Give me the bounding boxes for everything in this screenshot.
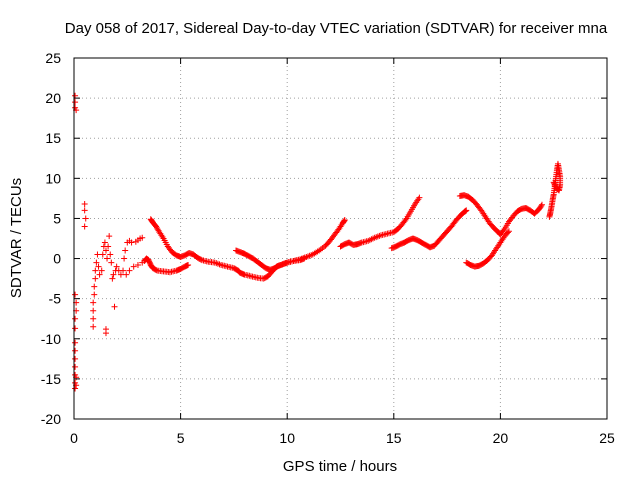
data-point — [92, 267, 99, 274]
data-point — [98, 267, 105, 274]
data-point — [341, 217, 348, 224]
y-tick-label: 25 — [45, 50, 61, 66]
y-tick-labels: -20 -15 -10 -5 0 5 10 15 20 25 — [41, 50, 61, 427]
data-point — [341, 217, 348, 224]
data-point — [185, 261, 192, 268]
data-point — [93, 259, 100, 266]
data-point — [402, 216, 409, 223]
chart-title: Day 058 of 2017, Sidereal Day-to-day VTE… — [65, 20, 608, 37]
y-tick-label: 10 — [45, 170, 61, 186]
data-point — [101, 239, 108, 246]
x-tick-labels: 0 5 10 15 20 25 — [70, 430, 615, 446]
data-point — [500, 227, 507, 234]
data-points — [72, 92, 564, 392]
data-point — [72, 385, 79, 392]
data-point — [551, 180, 558, 187]
data-point — [82, 215, 89, 222]
axis-ticks — [73, 57, 608, 420]
data-point — [126, 267, 133, 274]
data-point — [122, 247, 129, 254]
data-point — [463, 207, 470, 214]
data-point — [92, 275, 99, 282]
y-tick-label: 5 — [53, 210, 61, 226]
data-point — [90, 307, 97, 314]
data-point — [552, 183, 559, 190]
data-point — [477, 206, 484, 213]
data-point — [121, 255, 128, 262]
data-point — [90, 299, 97, 306]
data-point — [72, 325, 79, 332]
data-point — [96, 271, 103, 278]
data-point — [72, 363, 79, 370]
data-point — [109, 275, 116, 282]
data-point — [197, 256, 204, 263]
data-point — [111, 303, 118, 310]
data-point — [104, 255, 111, 262]
data-point — [128, 239, 135, 246]
data-point — [504, 229, 511, 236]
data-point — [91, 283, 98, 290]
data-point — [153, 266, 160, 273]
data-point — [72, 291, 79, 298]
y-tick-label: -20 — [41, 411, 61, 427]
data-point — [551, 182, 558, 189]
data-point — [538, 201, 545, 208]
data-point — [130, 263, 137, 270]
data-point — [552, 184, 559, 191]
data-point — [72, 339, 79, 346]
data-point — [94, 251, 101, 258]
data-point — [81, 207, 88, 214]
data-point — [110, 271, 117, 278]
data-point — [81, 223, 88, 230]
x-tick-label: 20 — [493, 430, 509, 446]
data-point — [91, 291, 98, 298]
data-point — [99, 251, 106, 258]
x-tick-label: 25 — [599, 430, 615, 446]
data-point — [117, 271, 124, 278]
x-tick-label: 10 — [279, 430, 295, 446]
data-point — [72, 355, 79, 362]
data-point — [334, 228, 341, 235]
data-point — [416, 194, 423, 201]
data-point — [155, 227, 162, 234]
data-point — [72, 99, 79, 106]
x-tick-label: 15 — [386, 430, 402, 446]
data-point — [81, 201, 88, 208]
data-point — [90, 323, 97, 330]
data-point — [102, 247, 109, 254]
grid-lines — [74, 58, 607, 419]
y-tick-label: -15 — [41, 371, 61, 387]
x-axis-label: GPS time / hours — [283, 458, 397, 475]
data-point — [120, 267, 127, 274]
data-point — [113, 263, 120, 270]
x-tick-label: 0 — [70, 430, 78, 446]
y-tick-label: -10 — [41, 331, 61, 347]
y-tick-label: 0 — [53, 251, 61, 267]
data-point — [72, 315, 79, 322]
data-point — [550, 179, 557, 186]
plot-frame — [73, 57, 608, 420]
data-point — [102, 330, 109, 337]
data-point — [105, 243, 112, 250]
data-point — [106, 233, 113, 240]
data-point — [538, 203, 545, 210]
data-point — [134, 261, 141, 268]
data-point — [108, 259, 115, 266]
data-point — [505, 228, 512, 235]
y-tick-label: -5 — [49, 291, 62, 307]
x-tick-label: 5 — [177, 430, 185, 446]
data-point — [95, 263, 102, 270]
data-point — [90, 315, 97, 322]
data-point — [139, 234, 146, 241]
y-axis-label: SDTVAR / TECUs — [8, 178, 25, 298]
data-point — [107, 251, 114, 258]
y-tick-label: 15 — [45, 130, 61, 146]
y-tick-label: 20 — [45, 90, 61, 106]
data-point — [123, 271, 130, 278]
data-point — [72, 347, 79, 354]
